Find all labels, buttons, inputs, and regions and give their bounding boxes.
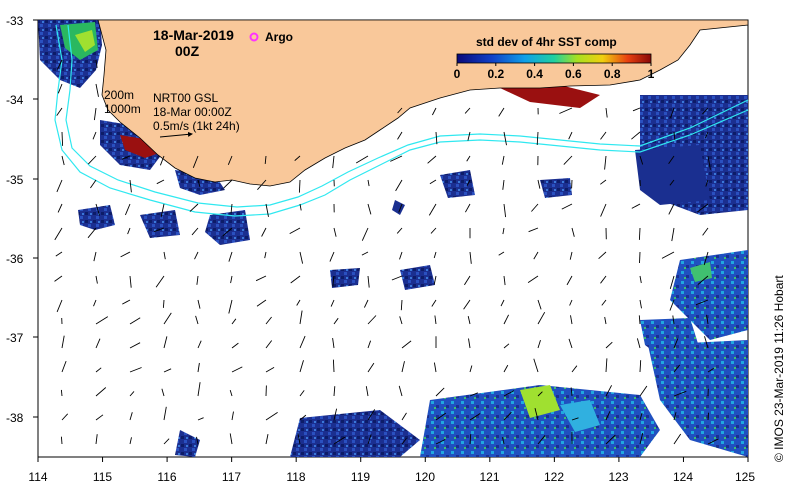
current-vector-arrow [61,390,62,396]
lon-tick-label: 121 [479,470,499,484]
lat-tick-label: -38 [6,411,24,425]
colorbar-tick-label: 0.8 [604,67,621,81]
current-vector-arrow [639,228,640,240]
lon-tick-label: 114 [28,470,47,484]
lat-tick-label: -34 [6,93,24,107]
argo-label: Argo [265,30,293,44]
current-vector-arrow [61,437,62,444]
lat-tick-label: -37 [6,331,24,345]
colorbar-tick-label: 0 [454,67,461,81]
current-vector-arrow [708,413,709,420]
lat-tick-label: -35 [6,173,24,187]
current-vector-arrow [299,180,300,193]
lon-tick-label: 125 [735,470,755,484]
colorbar-tick-label: 1 [648,67,655,81]
current-vector-arrow [62,132,63,146]
current-vector-arrow [640,252,641,263]
lon-tick-label: 115 [93,470,112,484]
colorbar-tick-label: 0.2 [487,67,504,81]
date-label: 18-Mar-2019 [153,27,234,43]
lon-tick-label: 117 [222,470,241,484]
time-label: 00Z [175,43,200,59]
colorbar-tick-label: 0.6 [565,67,582,81]
lon-tick-label: 122 [544,470,564,484]
lon-tick-label: 123 [608,470,628,484]
lon-axis-ticks [38,457,748,462]
contour-label-1000m: 1000m [104,102,141,116]
lon-tick-label: 116 [157,470,176,484]
lon-tick-label: 119 [351,470,370,484]
contour-label-200m: 200m [104,88,134,102]
scale-label: 0.5m/s (1kt 24h) [153,119,240,133]
credit-label: © IMOS 23-Mar-2019 11:26 Hobart [772,275,786,462]
colorbar-title: std dev of 4hr SST comp [476,35,617,49]
product-time-label: 18-Mar 00:00Z [153,105,232,119]
product-label: NRT00 GSL [153,91,218,105]
lat-tick-label: -36 [6,252,24,266]
colorbar-tick-label: 0.4 [526,67,543,81]
current-vector-arrow [163,300,164,308]
current-vector-arrow [333,360,334,372]
lon-tick-label: 120 [415,470,435,484]
lat-axis-ticks [33,20,38,417]
lon-tick-label: 118 [286,470,305,484]
lat-tick-label: -33 [6,14,24,28]
lon-tick-label: 124 [673,470,693,484]
